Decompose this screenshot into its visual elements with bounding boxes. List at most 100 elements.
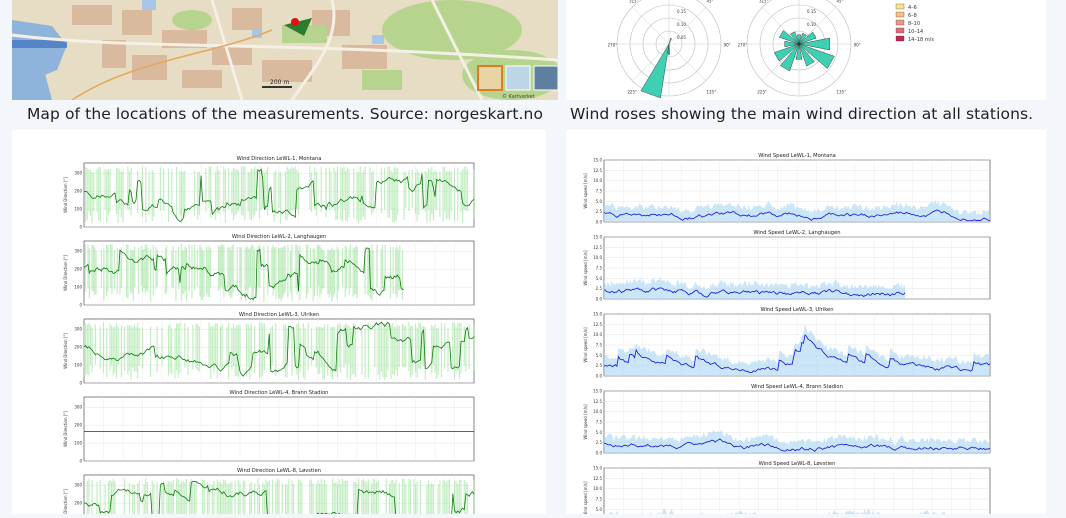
y-tick-label: 12.5 xyxy=(593,322,602,327)
map-layer-thumbnail-3 xyxy=(533,65,558,91)
direction-panel: Wind Direction LeWL-1, Montana 300 200 100 0… xyxy=(63,156,475,230)
wind-speed-figure: Wind Speed LeWL-1, Montana 15.0 12.5 10.0 7.… xyxy=(566,130,1046,518)
rose-spoke xyxy=(632,7,670,45)
rose-legend-swatch xyxy=(895,27,905,34)
y-tick-label: 5.0 xyxy=(596,507,603,512)
y-tick-label: 0.0 xyxy=(596,451,603,456)
rose-angle-label: 225° xyxy=(627,89,637,94)
rose-legend-label: 10–14 xyxy=(908,29,923,35)
y-tick-label: 200 xyxy=(74,501,82,506)
direction-panel: Wind Direction LeWL-8, Løvstien300200100… xyxy=(63,468,475,518)
y-tick-label: 7.5 xyxy=(596,343,603,348)
y-axis-label: Wind speed [m/s] xyxy=(583,173,588,209)
data-band xyxy=(604,429,990,453)
y-axis-label: Wind Direction [°] xyxy=(63,333,68,369)
wind-rose-2: 315°45°270°90°225°135°0.200.150.100.05 xyxy=(738,0,861,97)
rose-spoke xyxy=(798,7,836,45)
wind-rose-svg: 315° 45° 270° 90° 225° 135° 0.20 0.15 0.10 0.05 3… xyxy=(608,0,934,99)
y-axis-label: Wind Direction [°] xyxy=(63,177,68,213)
rose-angle-label: 225° xyxy=(757,89,767,94)
y-tick-label: 7.5 xyxy=(596,420,603,425)
y-tick-label: 100 xyxy=(74,363,82,368)
rose-angle-label: 315° xyxy=(759,0,769,3)
data-line xyxy=(603,334,991,373)
map-svg: 200 m © Kartverket xyxy=(12,0,558,100)
y-tick-label: 15.0 xyxy=(593,312,602,317)
data-band xyxy=(604,324,990,376)
y-tick-label: 12.5 xyxy=(593,168,602,173)
y-tick-label: 12.5 xyxy=(593,399,602,404)
speed-panel: Wind Speed LeWL-2, Langhaugen 15.0 12.5 10.… xyxy=(583,230,991,302)
map-layer-thumbnail-1 xyxy=(477,65,503,91)
wind-direction-svg: Wind Direction LeWL-1, Montana 300 200 100 0… xyxy=(63,156,475,518)
rose-wedge xyxy=(790,31,800,45)
y-tick-label: 5.0 xyxy=(596,353,603,358)
rose-wedge xyxy=(798,43,815,67)
rose-caption: Wind roses showing the main wind directi… xyxy=(570,105,1034,123)
rose-spoke xyxy=(762,7,800,45)
y-tick-label: 0 xyxy=(79,381,82,386)
y-axis-label: Wind speed [m/s] xyxy=(583,404,588,440)
rose-angle-label: 135° xyxy=(836,89,846,94)
y-tick-label: 200 xyxy=(74,189,82,194)
speed-panel-title: Wind Speed LeWL-4, Brann Stadion xyxy=(751,384,843,390)
rose-spoke xyxy=(668,7,706,45)
rose-angle-label: 90° xyxy=(854,43,861,48)
y-tick-label: 100 xyxy=(74,285,82,290)
y-tick-label: 300 xyxy=(74,483,82,488)
rose-ring-label: 0.10 xyxy=(807,22,816,27)
speed-panel-title: Wind Speed LeWL-8, Løvstien xyxy=(759,461,836,467)
rose-legend-swatch xyxy=(895,19,905,26)
data-line xyxy=(603,209,991,222)
rose-angle-label: 45° xyxy=(706,0,713,3)
data-line xyxy=(83,321,475,377)
speed-panel-title: Wind Speed LeWL-2, Langhaugen xyxy=(753,230,840,236)
map-image: 200 m © Kartverket xyxy=(12,0,558,100)
rose-wedge xyxy=(784,40,800,48)
data-line xyxy=(603,287,906,298)
data-line xyxy=(603,438,991,452)
wind-rose-image: 315° 45° 270° 90° 225° 135° 0.20 0.15 0.10 0.05 3… xyxy=(566,0,1046,100)
y-axis-label: Wind Direction [°] xyxy=(63,255,68,291)
y-tick-label: 5.0 xyxy=(596,276,603,281)
wind-rose-1: 315° 45° 270° 90° 225° 135° 0.20 0.15 0.10 0.05 xyxy=(608,0,731,99)
map-attribution: © Kartverket xyxy=(502,93,535,100)
y-tick-label: 0 xyxy=(79,225,82,230)
rose-angle-label: 90° xyxy=(724,43,731,48)
y-tick-label: 300 xyxy=(74,327,82,332)
map-scale-label: 200 m xyxy=(270,79,289,86)
direction-panel: Wind Direction LeWL-4, Brann Stadion 300 2… xyxy=(63,390,475,464)
rose-wedge xyxy=(798,37,830,51)
rose-angle-label: 315° xyxy=(629,0,639,3)
y-tick-label: 2.5 xyxy=(596,209,603,214)
rose-wedge xyxy=(668,37,672,45)
direction-panel-title: Wind Direction LeWL-4, Brann Stadion xyxy=(230,390,329,396)
rose-legend-swatch xyxy=(895,11,905,18)
speed-panel-title: Wind Speed LeWL-3, Ulriken xyxy=(760,307,833,313)
rose-wedge xyxy=(667,43,671,55)
wind-speed-svg: Wind Speed LeWL-1, Montana 15.0 12.5 10.0 7.… xyxy=(583,153,991,518)
y-tick-label: 10.0 xyxy=(593,255,602,260)
y-axis-label: Wind Direction [°] xyxy=(63,489,68,514)
map-layer-thumbnail-2 xyxy=(505,65,531,91)
rose-legend-label: 4–6 xyxy=(908,5,917,11)
rose-legend-swatch xyxy=(895,3,905,10)
y-tick-label: 2.5 xyxy=(596,440,603,445)
y-tick-label: 300 xyxy=(74,249,82,254)
y-tick-label: 0.0 xyxy=(596,374,603,379)
y-axis-label: Wind speed [m/s] xyxy=(583,327,588,363)
y-axis-label: Wind Direction [°] xyxy=(63,411,68,447)
y-tick-label: 200 xyxy=(74,345,82,350)
y-tick-label: 12.5 xyxy=(593,476,602,481)
y-tick-label: 15.0 xyxy=(593,158,602,163)
y-tick-label: 10.0 xyxy=(593,332,602,337)
y-axis-label: Wind speed [m/s] xyxy=(583,250,588,286)
y-tick-label: 7.5 xyxy=(596,266,603,271)
data-band xyxy=(604,277,906,299)
rose-wedge xyxy=(796,34,802,45)
y-tick-label: 0.0 xyxy=(596,220,603,225)
rose-legend-label: 6–8 xyxy=(908,13,917,19)
data-line xyxy=(83,247,404,301)
y-tick-label: 12.5 xyxy=(593,245,602,250)
data-line xyxy=(83,168,475,222)
